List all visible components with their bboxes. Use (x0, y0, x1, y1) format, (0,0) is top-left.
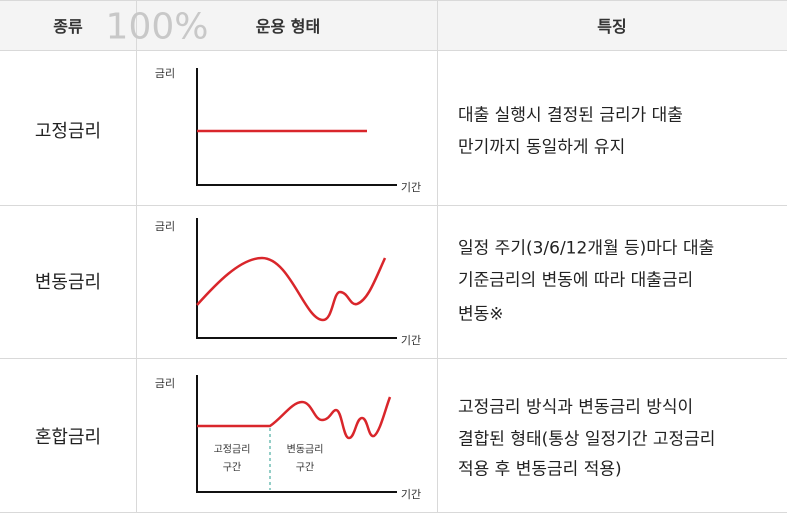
zone-label: 고정금리 (213, 444, 251, 456)
header-cell: 운용 형태 (255, 17, 321, 36)
description-line: 기준금리의 변동에 따라 대출금리 (458, 270, 694, 291)
y-axis-label: 금리 (154, 220, 176, 233)
description-line: 변동※ (458, 304, 504, 325)
x-axis-label: 기간 (400, 334, 422, 347)
watermark: 100% (105, 6, 209, 48)
rate-type: 혼합금리 (34, 427, 102, 448)
rate-type: 변동금리 (34, 272, 102, 293)
header-cell: 종류 (53, 17, 83, 36)
zone-label: 구간 (222, 462, 242, 474)
description-line: 만기까지 동일하게 유지 (458, 137, 626, 158)
axes (196, 68, 397, 493)
x-axis-label: 기간 (400, 181, 422, 194)
description-line: 적용 후 변동금리 적용) (458, 459, 622, 480)
header-bg (0, 0, 787, 50)
zone-label: 구간 (295, 462, 315, 474)
header-cell: 특징 (597, 17, 627, 36)
description-line: 고정금리 방식과 변동금리 방식이 (458, 397, 694, 418)
description-line: 일정 주기(3/6/12개월 등)마다 대출 (458, 238, 715, 259)
zone-label: 변동금리 (286, 444, 324, 456)
y-axis-label: 금리 (154, 377, 176, 390)
rate-type: 고정금리 (34, 121, 102, 142)
description-line: 결합된 형태(통상 일정기간 고정금리 (458, 429, 716, 450)
x-axis-label: 기간 (400, 488, 422, 501)
rate-curves (196, 129, 392, 440)
description-line: 대출 실행시 결정된 금리가 대출 (458, 105, 683, 126)
y-axis-label: 금리 (154, 67, 176, 80)
